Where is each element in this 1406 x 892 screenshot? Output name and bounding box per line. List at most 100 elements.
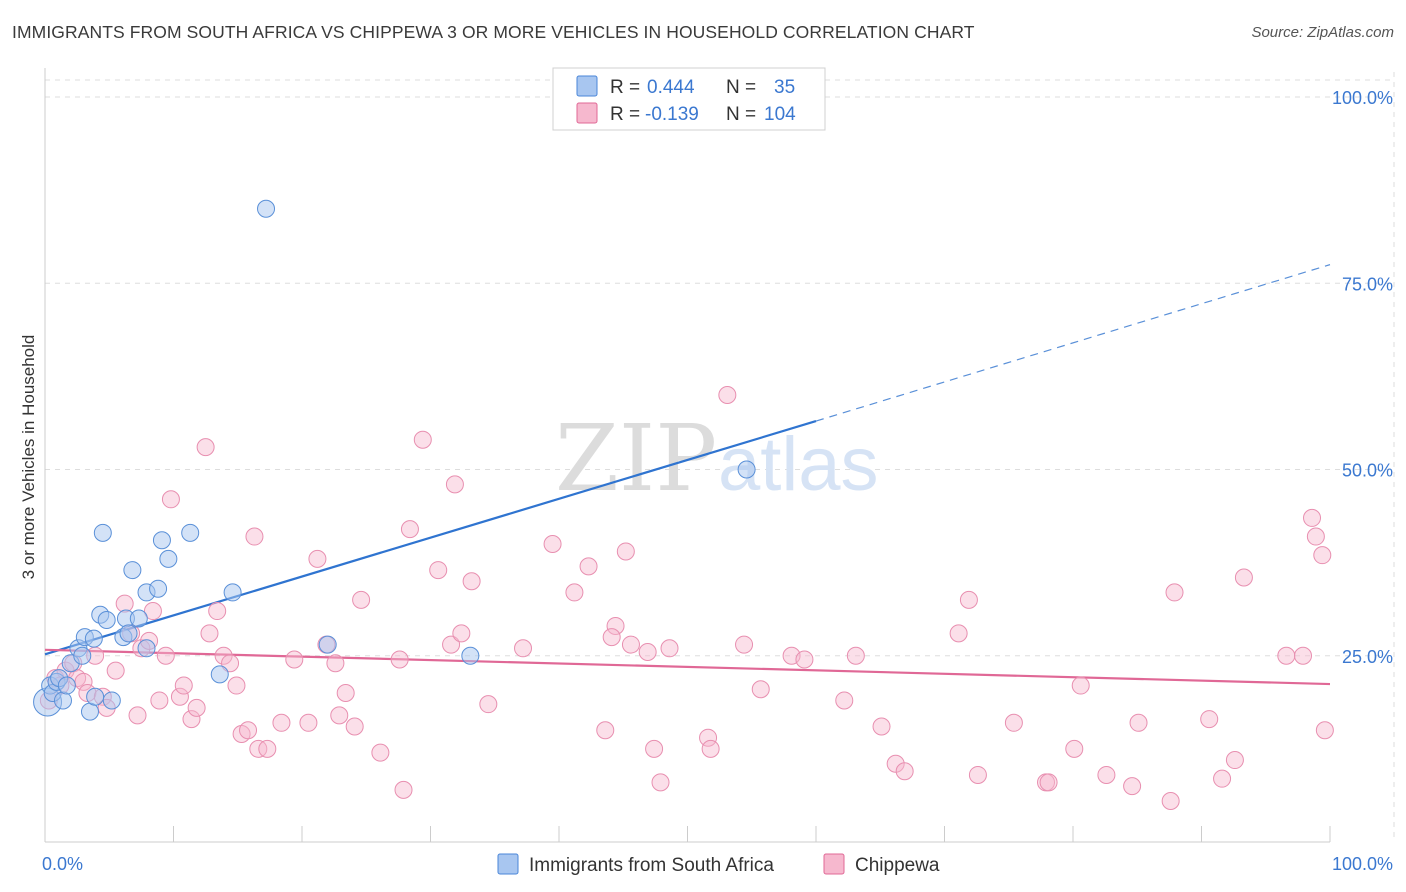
- chippewa-trend-line: [44, 648, 1331, 686]
- chippewa-point: [258, 739, 277, 758]
- chippewa-point: [452, 624, 471, 643]
- chippewa-point: [200, 624, 219, 643]
- chippewa-point: [479, 695, 498, 714]
- chippewa-point: [345, 717, 364, 736]
- chippewa-point: [835, 691, 854, 710]
- x-tick-label: 0.0%: [42, 854, 83, 874]
- stats-legend: R = 0.444 N = 35 R = -0.139 N = 104: [552, 67, 826, 131]
- x-tick-labels: 0.0% 100.0%: [42, 854, 1393, 874]
- south-africa-point: [149, 579, 168, 598]
- legend-n-label-1: N =: [726, 77, 756, 98]
- chippewa-point: [872, 717, 891, 736]
- south-africa-point: [318, 635, 337, 654]
- chippewa-point: [1065, 739, 1084, 758]
- chippewa-point: [1039, 773, 1058, 792]
- south-africa-point: [159, 549, 178, 568]
- chippewa-point: [413, 430, 432, 449]
- chippewa-point: [596, 721, 615, 740]
- chart-title: IMMIGRANTS FROM SOUTH AFRICA VS CHIPPEWA…: [12, 22, 975, 42]
- chippewa-point: [638, 643, 657, 662]
- bottom-legend-swatch-pink: [823, 853, 845, 875]
- chippewa-point: [1161, 792, 1180, 811]
- bottom-legend-swatch-blue: [497, 853, 519, 875]
- chippewa-point: [1303, 508, 1322, 527]
- chippewa-point: [245, 527, 264, 546]
- chippewa-point: [299, 713, 318, 732]
- south-africa-point: [152, 531, 171, 550]
- chippewa-point: [606, 616, 625, 635]
- chippewa-point: [170, 687, 189, 706]
- chippewa-point: [156, 646, 175, 665]
- chippewa-point: [394, 780, 413, 799]
- chippewa-point: [174, 676, 193, 695]
- chippewa-point: [735, 635, 754, 654]
- chippewa-point: [846, 646, 865, 665]
- x-tick-label: 100.0%: [1332, 854, 1393, 874]
- south-africa-point: [53, 691, 72, 710]
- south-africa-point: [102, 691, 121, 710]
- south-africa-point: [461, 646, 480, 665]
- south-africa-point: [123, 561, 142, 580]
- legend-n-value-1: 35: [774, 77, 795, 98]
- south-africa-point: [73, 646, 92, 665]
- south-africa-point: [86, 687, 105, 706]
- chippewa-point: [227, 676, 246, 695]
- chippewa-point: [1165, 583, 1184, 602]
- bottom-legend-label-pink: Chippewa: [855, 855, 940, 876]
- south-africa-point: [210, 665, 229, 684]
- chippewa-point: [579, 557, 598, 576]
- chippewa-point: [602, 628, 621, 647]
- chippewa-point: [660, 639, 679, 658]
- chippewa-point: [959, 590, 978, 609]
- bottom-legend-label-blue: Immigrants from South Africa: [529, 855, 774, 876]
- chippewa-point: [949, 624, 968, 643]
- chippewa-point: [115, 594, 134, 613]
- chippewa-point: [187, 698, 206, 717]
- south-africa-point: [737, 460, 756, 479]
- chippewa-point: [701, 739, 720, 758]
- legend-n-label-2: N =: [726, 104, 756, 125]
- chippewa-point: [208, 602, 227, 621]
- y-tick-label: 75.0%: [1342, 274, 1393, 294]
- south-africa-point: [223, 583, 242, 602]
- chippewa-point: [336, 684, 355, 702]
- south-africa-point: [84, 629, 103, 648]
- chippewa-point: [795, 650, 814, 669]
- chippewa-point: [400, 520, 419, 539]
- chippewa-point: [74, 672, 93, 691]
- chippewa-point: [221, 654, 240, 673]
- chippewa-point: [514, 639, 533, 658]
- y-axis-title: 3 or more Vehicles in Household: [19, 335, 38, 580]
- chippewa-point: [1306, 527, 1325, 546]
- chippewa-point: [214, 646, 233, 665]
- chippewa-point: [196, 438, 215, 457]
- y-tick-label: 50.0%: [1342, 461, 1393, 481]
- trend-lines: [44, 264, 1331, 686]
- chippewa-point: [352, 590, 371, 609]
- chippewa-point: [1277, 646, 1296, 665]
- chippewa-point: [239, 721, 258, 740]
- chippewa-point: [330, 706, 349, 725]
- south-africa-points: [33, 199, 756, 721]
- south-africa-trend-line: [44, 420, 817, 656]
- south-africa-point: [129, 609, 148, 628]
- series-legend: Immigrants from South Africa Chippewa: [497, 853, 940, 876]
- y-tick-label: 25.0%: [1342, 647, 1393, 667]
- chippewa-point: [1225, 751, 1244, 770]
- chippewa-point: [1315, 721, 1334, 740]
- chippewa-point: [1071, 676, 1090, 695]
- chippewa-point: [645, 739, 664, 758]
- chippewa-point: [1129, 713, 1148, 732]
- legend-swatch-pink: [576, 102, 598, 124]
- chippewa-point: [1213, 769, 1232, 788]
- south-africa-point: [97, 610, 116, 629]
- chippewa-point: [390, 650, 409, 669]
- chippewa-point: [1294, 646, 1313, 665]
- south-africa-point: [57, 676, 76, 695]
- chippewa-point: [1097, 765, 1116, 784]
- chippewa-point: [699, 728, 718, 747]
- south-africa-point: [119, 624, 138, 643]
- chippewa-point: [429, 561, 448, 580]
- legend-r-label-1: R =: [610, 77, 640, 98]
